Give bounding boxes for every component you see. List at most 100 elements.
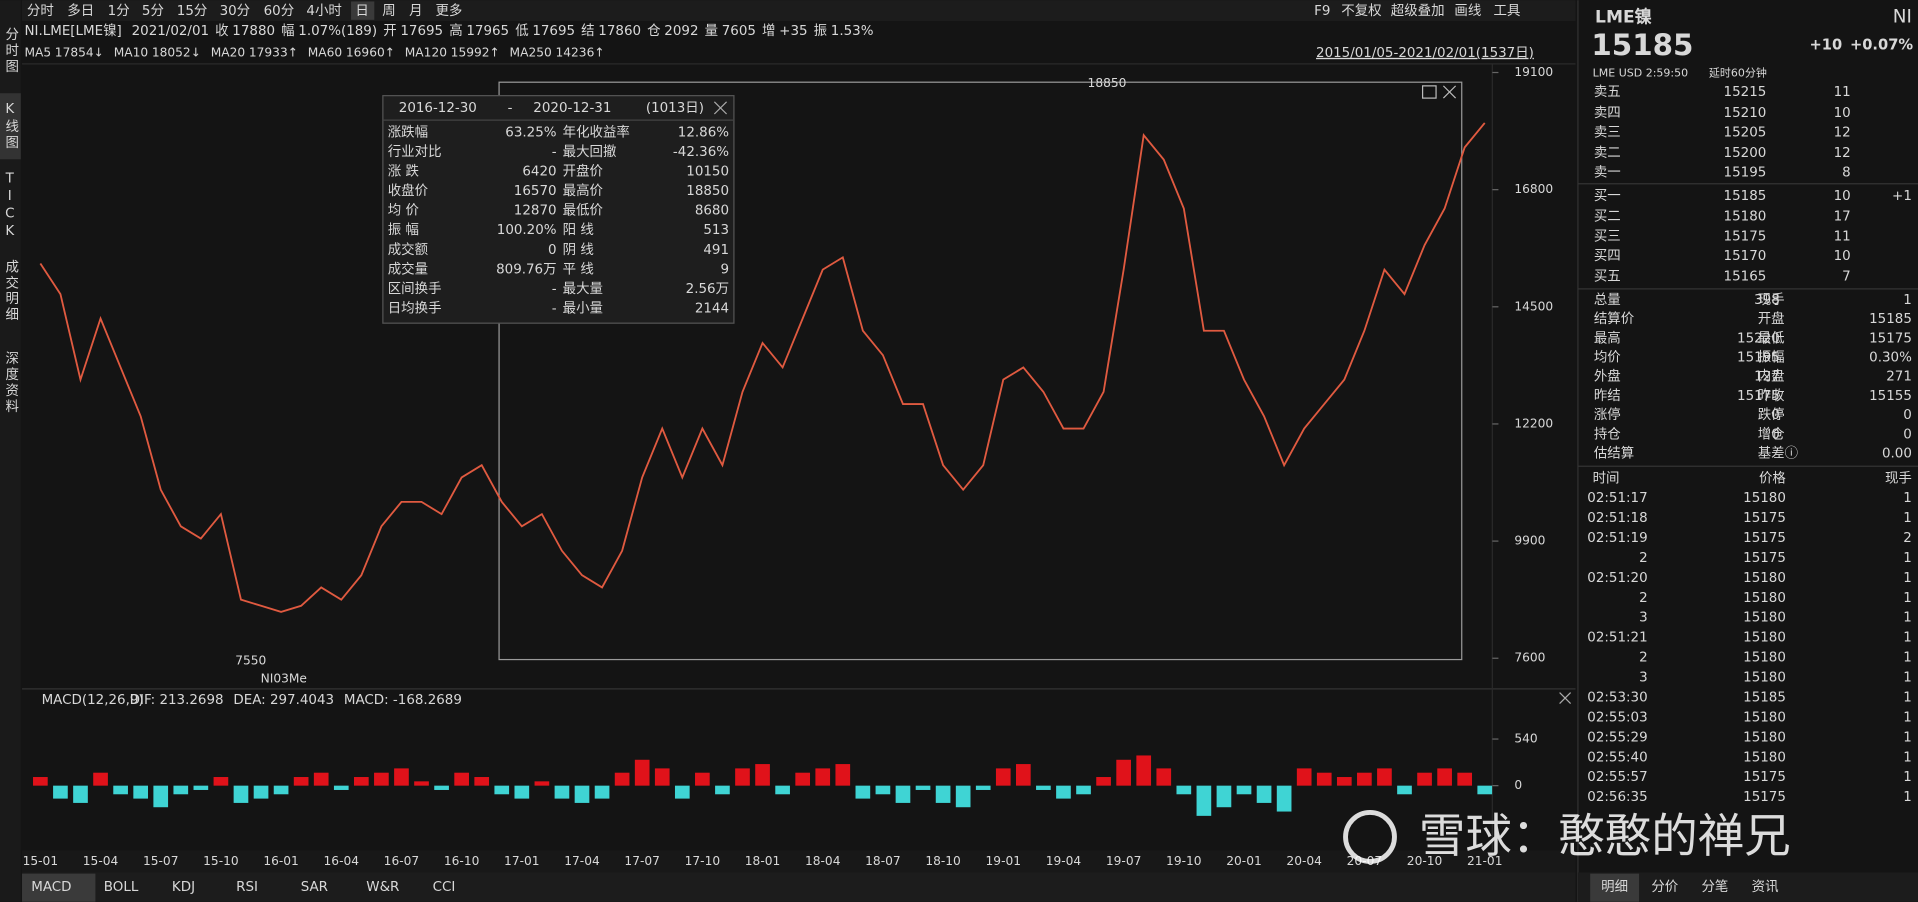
stat-label: 昨结 xyxy=(1594,388,1621,404)
quote-value: 17880 xyxy=(232,24,275,39)
period-button[interactable]: 分时 xyxy=(27,3,54,19)
symbol: NI.LME[LME镍] xyxy=(24,23,121,39)
tool-button[interactable]: F9 xyxy=(1314,4,1330,19)
range-label[interactable]: 2015/01/05-2021/02/01(1537日) xyxy=(1316,46,1534,61)
side-tab[interactable]: 分时图 xyxy=(2,27,19,75)
date-end[interactable]: 2020-12-31 xyxy=(533,101,611,116)
indicator-tab[interactable]: CCI xyxy=(433,880,456,895)
period-button[interactable]: 周 xyxy=(382,4,395,19)
stat-label: 行业对比 xyxy=(388,144,442,160)
book-volume: 12 xyxy=(1834,125,1851,140)
date: 2021/02/01 xyxy=(132,24,209,39)
x-tick-label: 19-10 xyxy=(1166,854,1202,868)
book-volume: 10 xyxy=(1834,106,1851,121)
panel-tab[interactable]: 资讯 xyxy=(1752,879,1779,895)
close-icon[interactable] xyxy=(1442,85,1457,99)
ma-name: MA120 xyxy=(405,45,447,59)
macd-bar xyxy=(474,777,490,786)
period-button[interactable]: 日 xyxy=(355,4,368,19)
instrument-code: NI xyxy=(1893,6,1912,27)
stat-value: 398 xyxy=(1754,293,1780,308)
trade-price: 15180 xyxy=(1743,730,1786,745)
stat-label: 成交量 xyxy=(388,260,428,277)
tool-button[interactable]: 超级叠加 xyxy=(1391,3,1445,19)
stat-label: 收盘价 xyxy=(388,182,429,199)
maximize-icon[interactable] xyxy=(1421,85,1437,99)
stat-label: 年化收益率 xyxy=(563,123,630,140)
date-start[interactable]: 2016-12-30 xyxy=(399,101,477,116)
panel-tab[interactable]: 分价 xyxy=(1651,879,1678,895)
panel-tab[interactable]: 明细 xyxy=(1601,879,1628,895)
indicator-tab[interactable]: SAR xyxy=(301,880,328,895)
macd-bar xyxy=(454,772,469,786)
stat-value: 15220 xyxy=(1737,331,1780,346)
macd-bar xyxy=(273,785,289,795)
macd-bar xyxy=(1176,785,1192,795)
panel-tab[interactable]: 分笔 xyxy=(1702,879,1729,895)
popup-close[interactable] xyxy=(713,101,728,115)
x-tick-label: 15-10 xyxy=(203,854,239,868)
macd-bar xyxy=(775,785,790,795)
x-tick-label: 21-01 xyxy=(1467,854,1503,868)
tool-button[interactable]: 工具 xyxy=(1494,4,1521,19)
trade-price: 15180 xyxy=(1743,571,1786,586)
indicator-tab[interactable]: BOLL xyxy=(104,880,139,895)
period-button[interactable]: 15分 xyxy=(177,3,208,19)
macd-bar xyxy=(93,772,108,786)
stat-value: 9 xyxy=(720,262,729,277)
side-tab[interactable]: TICK xyxy=(2,171,17,241)
y-tick-label: 7600 xyxy=(1514,651,1545,665)
book-price: 15200 xyxy=(1724,146,1767,161)
toolbar xyxy=(22,0,1576,22)
period-button[interactable]: 1分 xyxy=(108,3,130,19)
trade-price: 15180 xyxy=(1743,671,1786,686)
stat-label: 总量 xyxy=(1594,292,1621,308)
trade-volume: 1 xyxy=(1903,611,1912,626)
macd-bar xyxy=(554,785,570,799)
period-button[interactable]: 30分 xyxy=(220,3,251,19)
delay: 延时60分钟 xyxy=(1709,66,1767,80)
tool-button[interactable]: 不复权 xyxy=(1341,2,1381,19)
macd-bar xyxy=(915,785,931,790)
macd-bar xyxy=(1417,772,1432,786)
period-button[interactable]: 4小时 xyxy=(306,3,341,19)
x-tick-label: 20-10 xyxy=(1407,854,1443,868)
trade-time: 02:55:40 xyxy=(1587,750,1647,765)
trade-time: 3 xyxy=(1639,671,1648,686)
book-volume: 11 xyxy=(1834,85,1851,100)
period-button[interactable]: 60分 xyxy=(264,3,295,19)
stat-value: 63.25% xyxy=(505,125,556,140)
macd-legend: DIF: 213.2698 xyxy=(130,693,224,708)
macd-bar xyxy=(755,764,770,786)
quote-label: 高 xyxy=(449,22,462,39)
tool-button[interactable]: 画线 xyxy=(1454,3,1481,19)
indicator-tab[interactable]: W&R xyxy=(366,880,399,895)
period-button[interactable]: 5分 xyxy=(142,3,164,19)
stat-value: 16570 xyxy=(514,184,557,199)
book-extra: +1 xyxy=(1892,189,1912,204)
period-button[interactable]: 多日 xyxy=(67,2,94,19)
side-tab[interactable]: K线图 xyxy=(2,102,19,151)
macd-close[interactable] xyxy=(1559,692,1572,705)
stat-value: 1 xyxy=(1903,293,1912,308)
x-tick-label: 18-01 xyxy=(745,854,781,868)
macd-bar xyxy=(1216,785,1232,808)
period-button[interactable]: 更多 xyxy=(435,2,462,19)
indicator-tab[interactable]: RSI xyxy=(236,880,258,895)
trade-price: 15175 xyxy=(1743,511,1786,526)
indicator-tab-bar xyxy=(22,872,1576,902)
period-button[interactable]: 月 xyxy=(409,4,422,19)
macd-bar xyxy=(434,785,449,790)
indicator-tab[interactable]: KDJ xyxy=(172,880,195,895)
x-tick-label: 16-01 xyxy=(263,854,299,868)
macd-legend: MACD: -168.2689 xyxy=(344,693,462,708)
stat-label: 现手 xyxy=(1758,292,1785,308)
trade-price: 15175 xyxy=(1743,551,1786,566)
trades-header: 时间 xyxy=(1593,471,1620,487)
side-tab[interactable]: 深度资料 xyxy=(2,351,19,415)
macd-bar xyxy=(53,785,68,799)
indicator-tab[interactable]: MACD xyxy=(31,880,71,895)
stat-value: 2144 xyxy=(695,301,729,316)
side-tab[interactable]: 成交明细 xyxy=(2,259,19,323)
trade-time: 02:53:30 xyxy=(1587,690,1647,705)
